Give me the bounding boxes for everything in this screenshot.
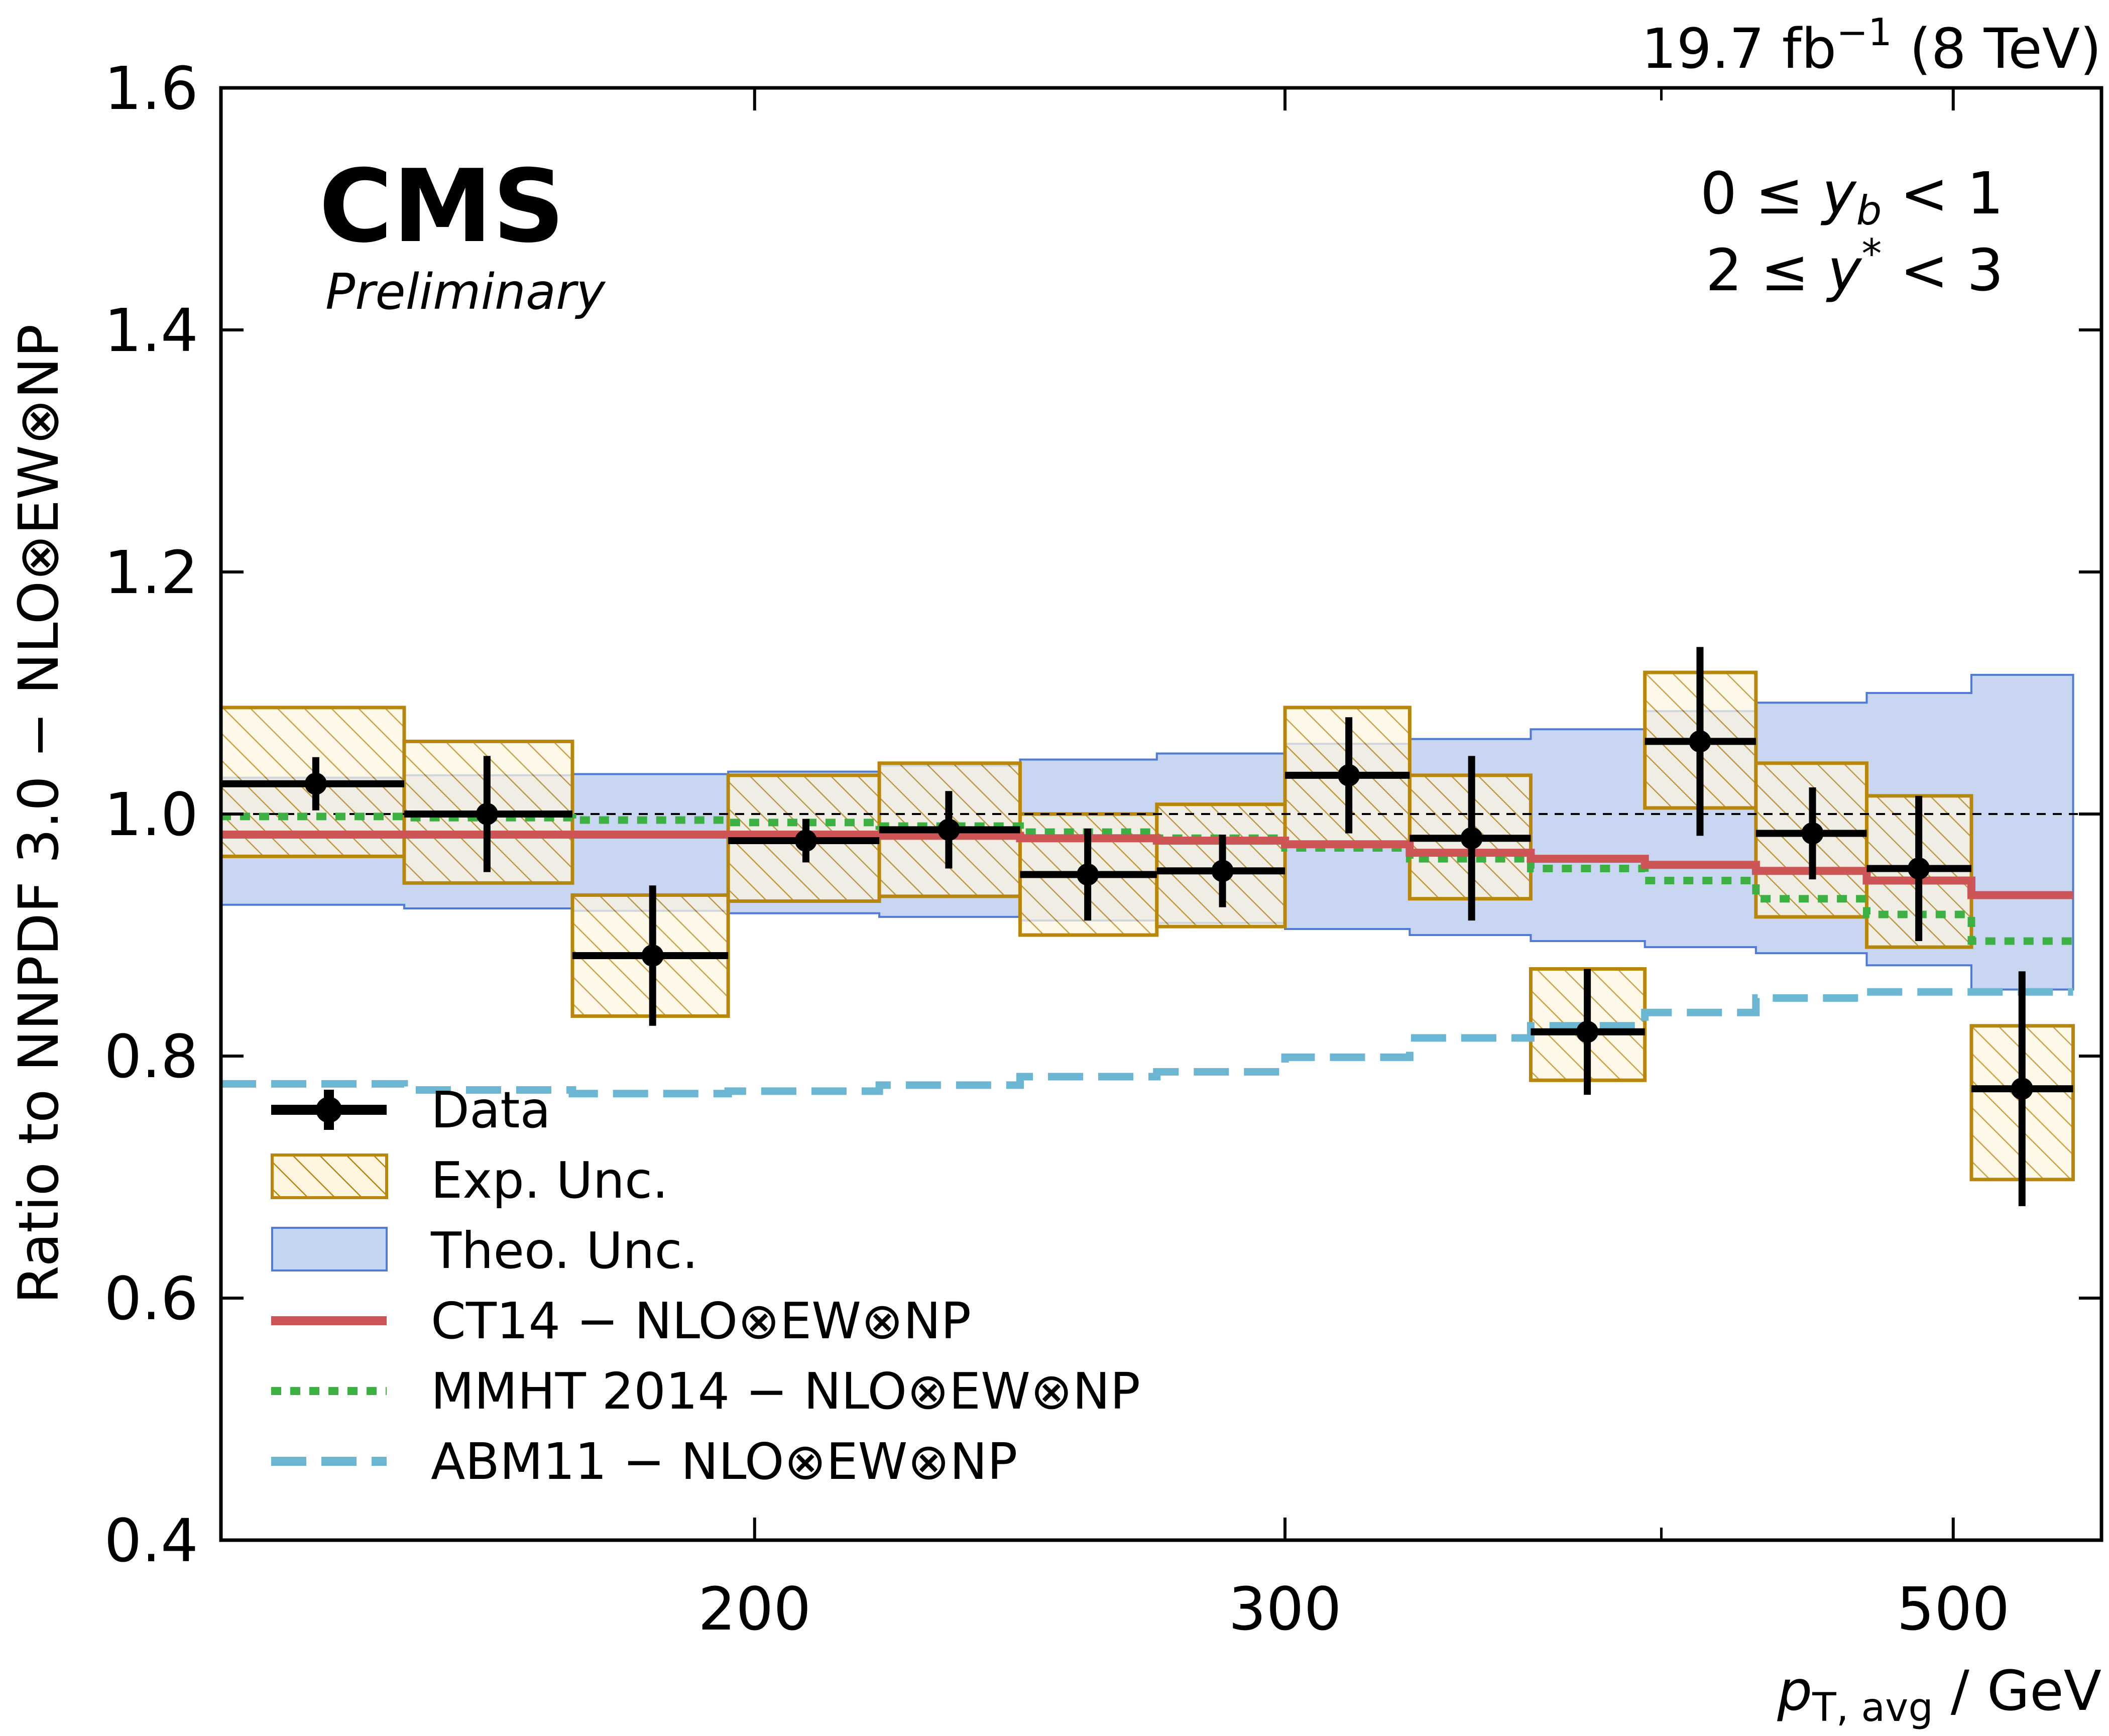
y-tick-label: 1.0 — [104, 780, 198, 849]
data-point — [1077, 863, 1099, 886]
lumi-label: 19.7 fb−1 (8 TeV) — [1642, 10, 2101, 81]
legend-item-ct14: CT14 − NLO⊗EW⊗NP — [271, 1292, 971, 1350]
x-tick-label: 300 — [1228, 1574, 1341, 1644]
ystar-cut-label: 2 ≤ y* < 3 — [1706, 230, 2004, 304]
axis-ticks-group — [221, 86, 2101, 1542]
data-point — [1908, 857, 1930, 880]
legend-label-data: Data — [431, 1081, 551, 1139]
y-tick-label: 0.6 — [104, 1264, 198, 1333]
y-tick-label: 0.8 — [104, 1022, 198, 1091]
x-tick-labels-group: 200 300 500 — [698, 1574, 2010, 1644]
y-tick-labels-group: 0.4 0.6 0.8 1.0 1.2 1.4 1.6 — [104, 54, 198, 1575]
y-axis-label: Ratio to NNPDF 3.0 − NLO⊗EW⊗NP — [7, 324, 71, 1304]
cms-label: CMS — [319, 148, 565, 265]
data-point — [1576, 1020, 1599, 1043]
legend-item-data: Data — [271, 1081, 551, 1139]
y-tick-label: 1.6 — [104, 54, 198, 123]
legend-label-ct14: CT14 − NLO⊗EW⊗NP — [431, 1292, 971, 1350]
legend-label-exp-unc: Exp. Unc. — [431, 1151, 668, 1210]
x-tick-label: 500 — [1897, 1574, 2010, 1644]
data-point — [1211, 860, 1234, 882]
abm11-line — [221, 988, 2073, 1098]
legend-item-theo-unc: Theo. Unc. — [271, 1221, 698, 1280]
plot-area — [221, 647, 2101, 1206]
legend-item-exp-unc: Exp. Unc. — [271, 1151, 668, 1210]
data-point — [304, 772, 327, 795]
data-point — [1689, 730, 1711, 753]
y-tick-label: 1.2 — [104, 538, 198, 607]
data-point — [641, 944, 664, 967]
legend-label-abm11: ABM11 − NLO⊗EW⊗NP — [431, 1432, 1017, 1491]
data-point — [1338, 764, 1360, 786]
legend-label-theo-unc: Theo. Unc. — [430, 1221, 698, 1280]
data-point — [476, 803, 498, 825]
legend-item-abm11: ABM11 − NLO⊗EW⊗NP — [271, 1432, 1017, 1491]
data-point — [794, 830, 817, 852]
y-tick-label: 0.4 — [104, 1506, 198, 1575]
legend: Data Exp. Unc. Theo. Unc. CT14 − NLO⊗EW⊗… — [271, 1081, 1140, 1491]
preliminary-label: Preliminary — [325, 264, 606, 321]
y-tick-label: 1.4 — [104, 296, 198, 365]
legend-item-mmht: MMHT 2014 − NLO⊗EW⊗NP — [271, 1362, 1140, 1421]
ct14-line — [221, 830, 2073, 899]
data-points-group — [221, 647, 2073, 1206]
data-point — [938, 819, 960, 841]
data-point — [1801, 822, 1824, 845]
yb-cut-label: 0 ≤ yb < 1 — [1700, 160, 2004, 234]
data-point — [2011, 1078, 2033, 1100]
x-tick-label: 200 — [698, 1574, 811, 1644]
series-lines-group — [221, 813, 2073, 1098]
x-axis-label: pT, avg / GeV — [1777, 1659, 2101, 1730]
data-point — [1460, 827, 1483, 850]
legend-label-mmht: MMHT 2014 − NLO⊗EW⊗NP — [431, 1362, 1140, 1421]
